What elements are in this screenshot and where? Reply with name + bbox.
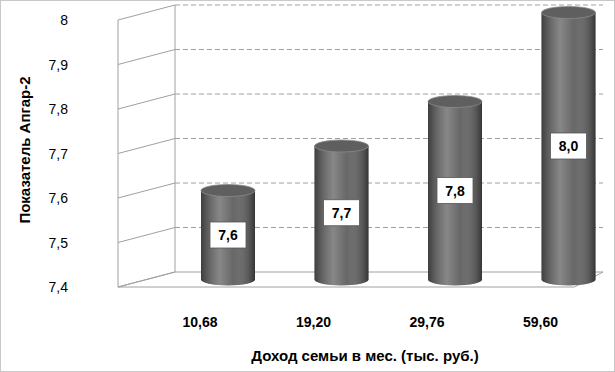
bar — [201, 191, 255, 286]
bar-top — [428, 96, 482, 108]
bar — [428, 102, 482, 286]
grid-line — [175, 138, 603, 139]
plot-area — [201, 7, 596, 286]
data-label: 7,8 — [445, 183, 465, 199]
bar-group — [428, 96, 482, 286]
frame — [1, 1, 615, 372]
bar-group — [201, 185, 255, 286]
data-label: 8,0 — [559, 138, 579, 154]
y-tick-label: 7,6 — [49, 190, 69, 206]
grid-line — [175, 183, 603, 184]
bar-shade — [542, 13, 596, 286]
grid-slant — [118, 5, 175, 20]
grid-slant — [118, 139, 175, 154]
bar-group — [315, 140, 369, 286]
data-label-box — [324, 200, 360, 226]
data-label-box — [551, 133, 587, 159]
grid-slant — [118, 50, 175, 65]
grid-line — [175, 5, 603, 6]
x-axis-label: Доход семьи в мес. (тыс. руб.) — [251, 347, 478, 364]
grid-slant — [118, 183, 175, 198]
y-tick-label: 7,5 — [49, 235, 69, 251]
grid-slant — [118, 94, 175, 109]
grid-slant — [118, 272, 175, 287]
bar-group — [542, 7, 596, 286]
bar-top — [542, 7, 596, 19]
y-tick-label: 7,8 — [49, 101, 69, 117]
data-label: 7,6 — [218, 227, 238, 243]
bar-shade — [428, 102, 482, 286]
y-axis-label: Показатель Апгар-2 — [16, 76, 33, 223]
data-label: 7,7 — [332, 205, 352, 221]
grid-slant — [118, 228, 175, 243]
y-tick-label: 7,4 — [49, 279, 69, 295]
bar — [542, 13, 596, 286]
bar-top — [201, 185, 255, 197]
y-tick-label: 7,9 — [49, 57, 69, 73]
y-tick-label: 8 — [60, 12, 68, 28]
y-tick-label: 7,7 — [49, 146, 69, 162]
grid-line — [175, 49, 603, 50]
x-tick-label: 10,68 — [182, 314, 217, 330]
data-label-box — [437, 178, 473, 204]
x-tick-label: 29,76 — [409, 314, 444, 330]
grid-line — [175, 94, 603, 95]
data-label-box — [210, 222, 246, 248]
chart: 7,4 7,5 7,6 7,7 7,8 7,9 8 7,6 7,7 7,8 8,0 10,68 19,2… — [0, 0, 615, 372]
bar-shade — [315, 146, 369, 286]
bar — [315, 146, 369, 286]
x-tick-label: 19,20 — [296, 314, 331, 330]
bar-shade — [201, 191, 255, 286]
x-tick-label: 59,60 — [523, 314, 558, 330]
bar-top — [315, 140, 369, 152]
